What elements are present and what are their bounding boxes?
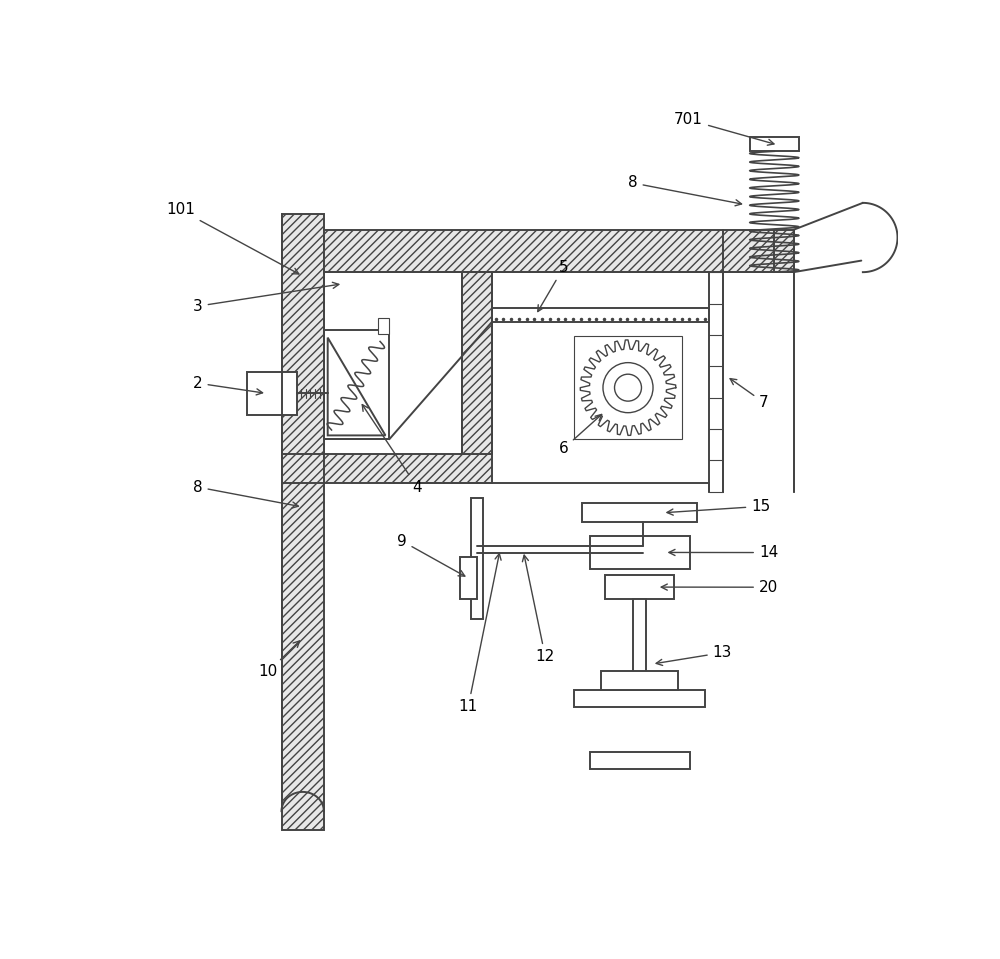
Polygon shape	[462, 272, 492, 454]
Text: 701: 701	[674, 112, 774, 145]
Text: 10: 10	[258, 641, 300, 679]
Text: 14: 14	[669, 545, 778, 560]
Polygon shape	[378, 318, 389, 334]
Polygon shape	[460, 557, 477, 599]
Text: 2: 2	[193, 376, 263, 395]
Text: 12: 12	[522, 555, 555, 664]
Polygon shape	[582, 503, 697, 523]
Polygon shape	[605, 574, 674, 599]
Polygon shape	[324, 454, 492, 483]
Polygon shape	[471, 498, 483, 619]
Polygon shape	[324, 330, 389, 439]
Text: 4: 4	[362, 405, 422, 495]
Polygon shape	[750, 137, 799, 152]
Polygon shape	[633, 599, 646, 691]
Text: 15: 15	[667, 499, 770, 515]
Text: 13: 13	[656, 645, 732, 666]
Polygon shape	[282, 215, 324, 830]
Text: 11: 11	[459, 553, 501, 714]
Text: 7: 7	[730, 379, 769, 409]
Text: 8: 8	[193, 480, 298, 508]
Polygon shape	[324, 230, 794, 272]
Polygon shape	[492, 309, 709, 322]
Polygon shape	[601, 671, 678, 690]
Text: 20: 20	[661, 579, 778, 595]
Polygon shape	[590, 752, 690, 769]
Text: 6: 6	[559, 414, 602, 456]
Text: 3: 3	[193, 282, 339, 314]
Text: 8: 8	[628, 175, 742, 206]
Text: 9: 9	[397, 533, 465, 576]
Text: 101: 101	[166, 202, 299, 274]
Polygon shape	[590, 536, 690, 569]
Polygon shape	[247, 372, 297, 414]
Polygon shape	[574, 690, 705, 707]
Text: 5: 5	[538, 260, 568, 312]
Polygon shape	[328, 338, 385, 435]
